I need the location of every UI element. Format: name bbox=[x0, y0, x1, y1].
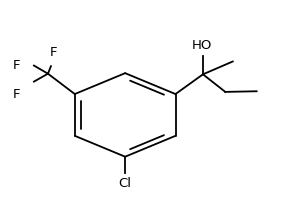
Text: Cl: Cl bbox=[119, 177, 132, 189]
Text: F: F bbox=[50, 46, 58, 59]
Text: F: F bbox=[13, 59, 20, 72]
Text: F: F bbox=[13, 87, 20, 100]
Text: HO: HO bbox=[191, 39, 212, 52]
